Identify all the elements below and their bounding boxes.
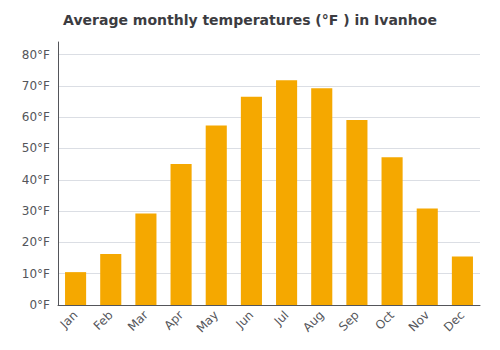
svg-text:60°F: 60°F [22, 110, 50, 124]
svg-text:Oct: Oct [372, 308, 397, 333]
svg-text:May: May [194, 308, 221, 335]
svg-text:20°F: 20°F [22, 235, 50, 249]
svg-text:0°F: 0°F [29, 298, 50, 312]
svg-text:Dec: Dec [441, 308, 467, 334]
svg-text:40°F: 40°F [22, 173, 50, 187]
svg-text:10°F: 10°F [22, 267, 50, 281]
svg-text:80°F: 80°F [22, 48, 50, 62]
svg-text:Jan: Jan [57, 308, 81, 332]
svg-text:Apr: Apr [161, 308, 186, 333]
svg-text:30°F: 30°F [22, 204, 50, 218]
svg-text:Sep: Sep [336, 308, 362, 334]
svg-text:Mar: Mar [125, 308, 151, 334]
svg-text:70°F: 70°F [22, 79, 50, 93]
svg-text:Feb: Feb [91, 308, 116, 333]
svg-text:Aug: Aug [300, 308, 326, 334]
svg-text:Jul: Jul [271, 308, 292, 329]
svg-text:Average monthly temperatures (: Average monthly temperatures (°F ) in Iv… [63, 12, 437, 28]
svg-text:Nov: Nov [406, 308, 432, 334]
svg-text:Jun: Jun [233, 308, 257, 332]
svg-text:50°F: 50°F [22, 141, 50, 155]
